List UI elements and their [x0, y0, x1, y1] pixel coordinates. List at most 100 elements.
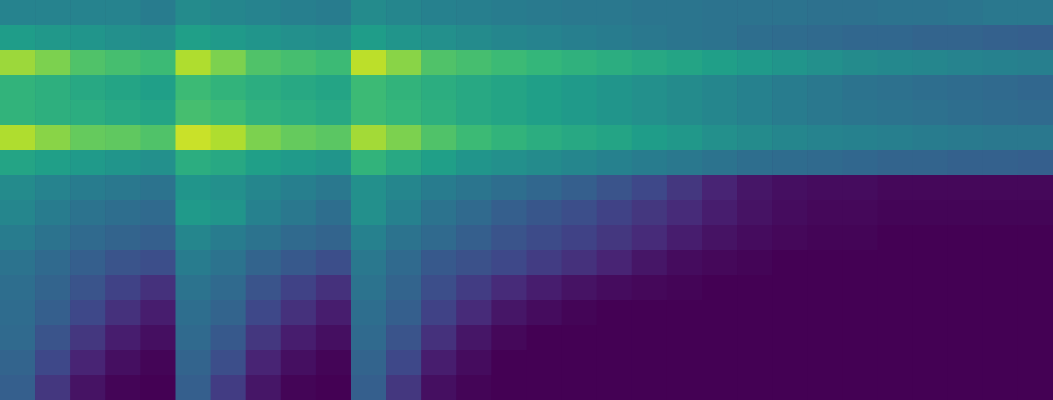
heatmap-cell	[667, 0, 703, 26]
heatmap-cell	[386, 300, 422, 326]
heatmap-cell	[211, 300, 247, 326]
heatmap-cell	[316, 100, 352, 126]
heatmap-cell	[281, 25, 317, 51]
heatmap-cell	[176, 200, 212, 226]
heatmap-cell	[737, 225, 773, 251]
heatmap-cell	[105, 150, 141, 176]
heatmap-cell	[772, 175, 808, 201]
heatmap-cell	[421, 300, 457, 326]
heatmap-cell	[491, 150, 527, 176]
heatmap-cell	[211, 350, 247, 376]
heatmap-cell	[140, 350, 176, 376]
heatmap-cell	[807, 325, 843, 351]
heatmap-cell	[211, 200, 247, 226]
heatmap-cell	[983, 300, 1019, 326]
heatmap-cell	[456, 0, 492, 26]
heatmap-cell	[772, 100, 808, 126]
heatmap-cell	[246, 325, 282, 351]
heatmap-cell	[456, 150, 492, 176]
heatmap-cell	[632, 325, 668, 351]
heatmap-cell	[421, 25, 457, 51]
heatmap-cell	[35, 175, 71, 201]
heatmap-cell	[527, 150, 563, 176]
heatmap-cell	[878, 0, 914, 26]
heatmap-chart	[0, 0, 1053, 400]
heatmap-cell	[35, 25, 71, 51]
heatmap-cell	[491, 225, 527, 251]
heatmap-cell	[948, 50, 984, 76]
heatmap-cell	[140, 325, 176, 351]
heatmap-cell	[491, 25, 527, 51]
heatmap-cell	[878, 325, 914, 351]
heatmap-cell	[456, 125, 492, 151]
heatmap-cell	[70, 375, 106, 400]
heatmap-cell	[842, 250, 878, 276]
heatmap-cell	[597, 300, 633, 326]
heatmap-cell	[913, 250, 949, 276]
heatmap-cell	[140, 300, 176, 326]
heatmap-cell	[421, 375, 457, 400]
heatmap-cell	[632, 200, 668, 226]
heatmap-cell	[983, 225, 1019, 251]
heatmap-cell	[983, 125, 1019, 151]
heatmap-cell	[70, 150, 106, 176]
heatmap-cell	[632, 225, 668, 251]
heatmap-cell	[737, 0, 773, 26]
heatmap-cell	[632, 100, 668, 126]
heatmap-cell	[386, 175, 422, 201]
heatmap-cell	[281, 350, 317, 376]
heatmap-cell	[386, 250, 422, 276]
heatmap-cell	[983, 200, 1019, 226]
heatmap-cell	[0, 25, 36, 51]
heatmap-cell	[667, 300, 703, 326]
heatmap-cell	[667, 25, 703, 51]
heatmap-cell	[737, 50, 773, 76]
heatmap-cell	[176, 175, 212, 201]
heatmap-cell	[527, 100, 563, 126]
heatmap-cell	[386, 125, 422, 151]
heatmap-cell	[176, 325, 212, 351]
heatmap-cell	[702, 75, 738, 101]
heatmap-cell	[176, 150, 212, 176]
heatmap-cell	[281, 125, 317, 151]
heatmap-cell	[667, 125, 703, 151]
heatmap-cell	[0, 275, 36, 301]
heatmap-cell	[737, 350, 773, 376]
heatmap-cell	[70, 25, 106, 51]
heatmap-cell	[702, 150, 738, 176]
heatmap-cell	[913, 275, 949, 301]
heatmap-cell	[456, 175, 492, 201]
heatmap-cell	[176, 350, 212, 376]
heatmap-cell	[281, 100, 317, 126]
heatmap-cell	[70, 250, 106, 276]
heatmap-cell	[456, 50, 492, 76]
heatmap-cell	[1018, 375, 1053, 400]
heatmap-cell	[1018, 125, 1053, 151]
heatmap-cell	[105, 50, 141, 76]
heatmap-cell	[456, 350, 492, 376]
heatmap-cell	[807, 350, 843, 376]
heatmap-cell	[772, 300, 808, 326]
heatmap-cell	[1018, 75, 1053, 101]
heatmap-cell	[491, 0, 527, 26]
heatmap-cell	[281, 225, 317, 251]
heatmap-cell	[421, 225, 457, 251]
heatmap-cell	[140, 275, 176, 301]
heatmap-cell	[772, 150, 808, 176]
heatmap-cell	[878, 50, 914, 76]
heatmap-cell	[246, 250, 282, 276]
heatmap-cell	[105, 100, 141, 126]
heatmap-cell	[948, 150, 984, 176]
heatmap-cell	[842, 100, 878, 126]
heatmap-cell	[1018, 225, 1053, 251]
heatmap-cell	[807, 0, 843, 26]
heatmap-cell	[70, 125, 106, 151]
heatmap-cell	[527, 25, 563, 51]
heatmap-cell	[211, 150, 247, 176]
heatmap-cell	[491, 75, 527, 101]
heatmap-cell	[0, 200, 36, 226]
heatmap-cell	[351, 325, 387, 351]
heatmap-cell	[70, 300, 106, 326]
heatmap-cell	[0, 225, 36, 251]
heatmap-cell	[456, 225, 492, 251]
